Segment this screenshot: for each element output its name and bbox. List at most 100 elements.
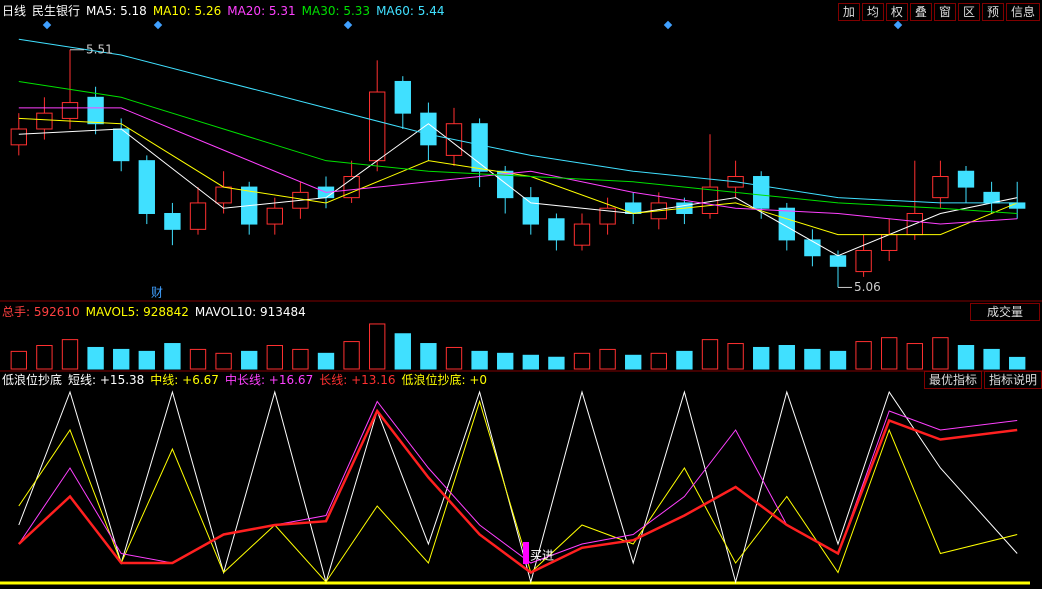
volume-bar bbox=[599, 348, 616, 370]
toolbar-button[interactable]: 均 bbox=[861, 3, 884, 21]
volume-bar bbox=[676, 350, 693, 370]
volume-bar bbox=[881, 337, 898, 370]
volume-bar bbox=[829, 350, 847, 370]
volume-bar bbox=[317, 352, 335, 370]
indicator-label: 中长线: +16.67 bbox=[224, 373, 314, 387]
volume-bar bbox=[1009, 356, 1026, 370]
button[interactable]: 指标说明 bbox=[983, 371, 1042, 389]
annotation: 5.51 bbox=[86, 42, 113, 56]
volume-bar bbox=[215, 352, 232, 370]
candle-body bbox=[266, 207, 283, 225]
toolbar-button[interactable]: 区 bbox=[957, 3, 980, 21]
volume-bar bbox=[445, 346, 463, 370]
candle-body bbox=[804, 239, 821, 257]
candle-body bbox=[36, 112, 53, 130]
candle-body bbox=[573, 223, 591, 246]
volume-bar bbox=[727, 343, 744, 370]
volume-bar bbox=[573, 352, 591, 370]
volume-bar bbox=[61, 339, 79, 370]
ma-line bbox=[18, 123, 1018, 257]
volume-buttons: 成交量 bbox=[969, 303, 1040, 321]
volume-label: MAVOL5: 928842 bbox=[85, 305, 189, 319]
volume-bar bbox=[343, 341, 360, 370]
volume-header: 总手: 592610 MAVOL5: 928842 MAVOL10: 913484 bbox=[2, 304, 306, 320]
period: 日线 bbox=[2, 4, 27, 18]
candle-body bbox=[394, 80, 411, 114]
toolbar: 加均权叠窗区预信息 bbox=[837, 3, 1040, 21]
volume-bar bbox=[522, 354, 539, 370]
toolbar-button[interactable]: 权 bbox=[885, 3, 908, 21]
indicator-label: 短线: +15.38 bbox=[68, 373, 145, 387]
toolbar-button[interactable]: 窗 bbox=[933, 3, 956, 21]
volume-bar bbox=[189, 348, 207, 370]
candle-body bbox=[497, 170, 514, 199]
indicator-header: 低浪位抄底 短线: +15.38 中线: +6.67 中长线: +16.67 长线: +… bbox=[2, 372, 487, 388]
volume-bar bbox=[394, 333, 411, 370]
volume-bar bbox=[804, 348, 821, 370]
candle-body bbox=[369, 91, 386, 162]
volume-bar bbox=[855, 341, 872, 370]
stock-name: 民生银行 bbox=[32, 4, 81, 18]
candle-body bbox=[753, 176, 770, 209]
event-marker: 财 bbox=[151, 286, 163, 300]
candle-body bbox=[471, 123, 488, 172]
candle-body bbox=[61, 102, 79, 119]
volume-bar bbox=[932, 337, 949, 370]
buy-marker: 买进 bbox=[530, 549, 554, 563]
volume-bar bbox=[548, 356, 565, 370]
candle-body bbox=[829, 255, 847, 267]
ma-label: MA60: 5.44 bbox=[376, 4, 445, 18]
header: 日线 民生银行 MA5: 5.18 MA10: 5.26 MA20: 5.31 MA3… bbox=[2, 3, 445, 19]
volume-bar bbox=[420, 343, 437, 370]
ma-label: MA30: 5.33 bbox=[301, 4, 371, 18]
candle-body bbox=[957, 170, 975, 188]
candle-body bbox=[189, 202, 207, 230]
volume-bar bbox=[266, 345, 283, 370]
volume-bar bbox=[138, 350, 155, 370]
button[interactable]: 成交量 bbox=[969, 303, 1040, 321]
candle-body bbox=[87, 96, 104, 125]
volume-bar bbox=[650, 352, 667, 370]
toolbar-button[interactable]: 信息 bbox=[1005, 3, 1040, 21]
annotation: 5.06 bbox=[854, 280, 881, 294]
ma-line bbox=[18, 38, 1018, 204]
toolbar-button[interactable]: 加 bbox=[837, 3, 860, 21]
volume-bar bbox=[497, 352, 514, 370]
indicator-label: 长线: +13.16 bbox=[319, 373, 396, 387]
candle-body bbox=[215, 186, 232, 204]
volume-label: 总手: 592610 bbox=[2, 305, 80, 319]
indicator-line bbox=[17, 408, 1018, 574]
volume-bar bbox=[983, 348, 1000, 370]
candle-body bbox=[599, 207, 616, 225]
ma-label: MA5: 5.18 bbox=[86, 4, 147, 18]
volume-bar bbox=[778, 345, 795, 370]
candle-body bbox=[522, 197, 539, 225]
button[interactable]: 最优指标 bbox=[923, 371, 982, 389]
diamonds bbox=[42, 20, 903, 30]
indicator-label: 低浪位抄底: +0 bbox=[401, 373, 488, 387]
ma-line bbox=[18, 80, 1018, 214]
candle-body bbox=[778, 207, 795, 241]
volume-label: MAVOL10: 913484 bbox=[194, 305, 306, 319]
candle-body bbox=[10, 128, 27, 146]
volume-bar bbox=[87, 346, 104, 370]
indicator-label: 低浪位抄底 bbox=[2, 373, 63, 387]
candle-body bbox=[932, 176, 949, 199]
toolbar-button[interactable]: 预 bbox=[981, 3, 1004, 21]
volume-bar bbox=[292, 348, 309, 370]
ma-line bbox=[18, 107, 1018, 225]
buy-bar bbox=[523, 542, 529, 564]
indicator-line bbox=[18, 400, 1018, 564]
ma-label: MA20: 5.31 bbox=[227, 4, 296, 18]
volume-bar bbox=[164, 343, 181, 370]
volume-bar bbox=[241, 350, 258, 370]
volume-bar bbox=[753, 346, 770, 370]
toolbar-button[interactable]: 叠 bbox=[909, 3, 932, 21]
candle-body bbox=[420, 112, 437, 146]
indicator-line bbox=[18, 399, 1018, 583]
volume-bar bbox=[369, 323, 386, 370]
volume-bar bbox=[36, 345, 53, 370]
candle-body bbox=[164, 212, 181, 230]
candle-body bbox=[138, 160, 155, 214]
